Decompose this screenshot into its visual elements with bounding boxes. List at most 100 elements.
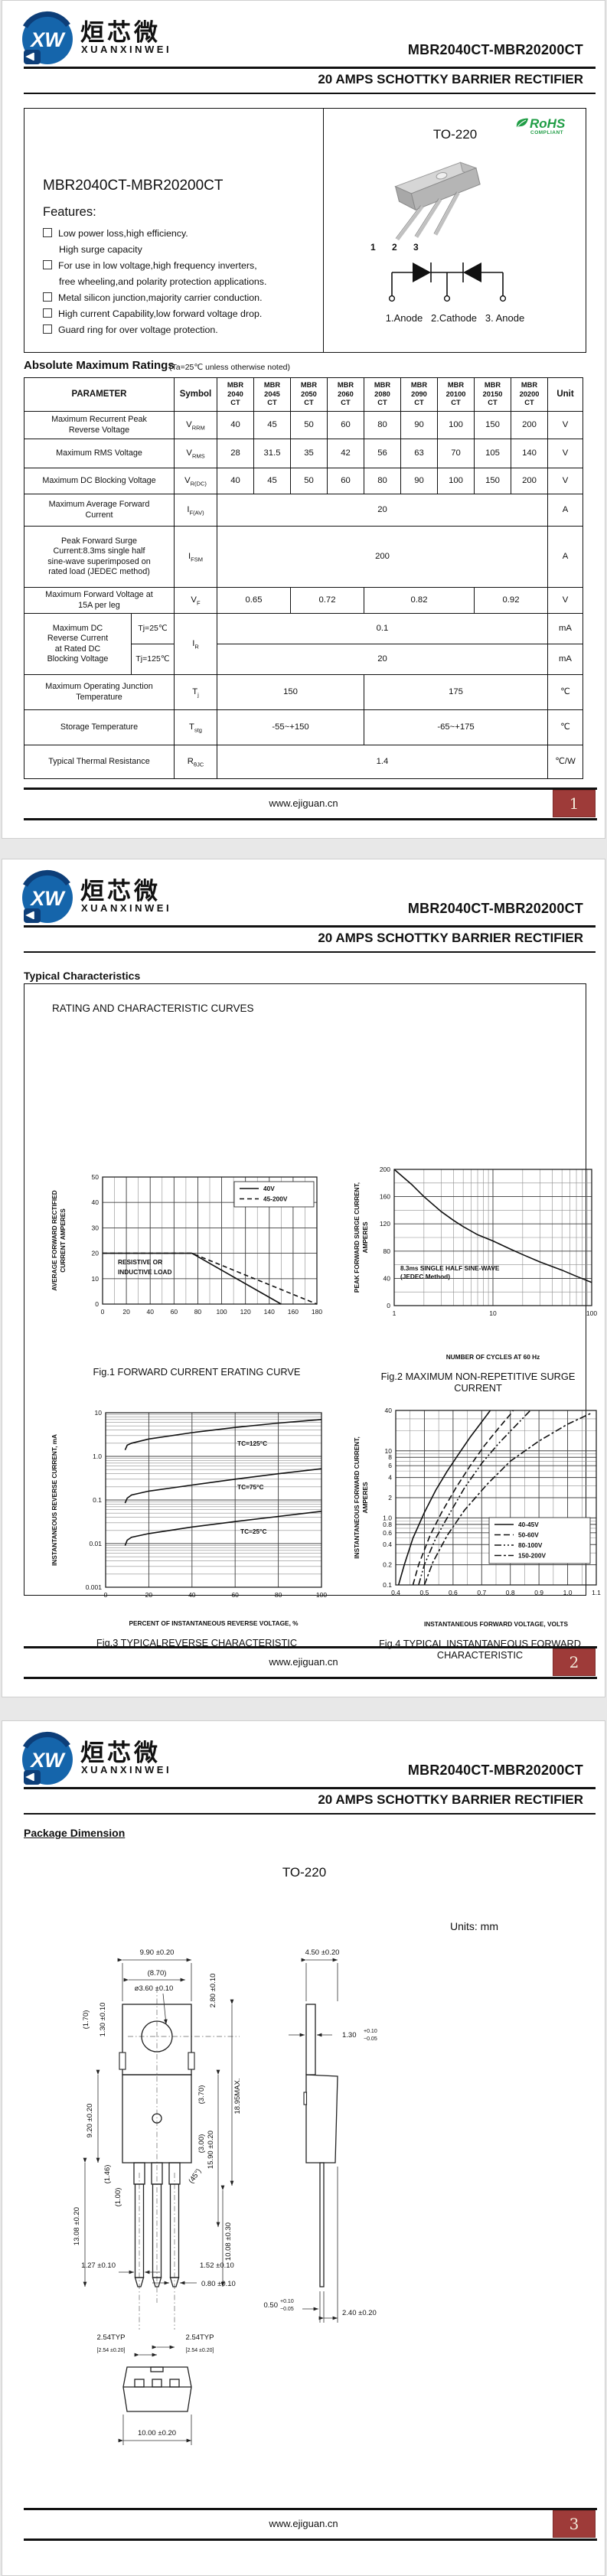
legend-label: 150-200V <box>518 1552 546 1560</box>
series-line <box>412 1410 514 1586</box>
fig2-chart: 1 10 100 0 40 80 120 160 200 8.3ms SINGLE HALF SI… <box>353 1166 597 1361</box>
overview-box: MBR2040CT-MBR20200CT Features: Low power… <box>24 108 586 353</box>
x-tick-label: 100 <box>216 1308 227 1316</box>
features-title: Features: <box>43 205 96 219</box>
rohs-compliant-text: COMPLIANT <box>530 130 564 135</box>
package-dimension-title: Package Dimension <box>24 1827 126 1839</box>
table-cell: 100 <box>437 468 475 494</box>
y-tick-label: 10 <box>385 1447 393 1455</box>
x-tick-label: 180 <box>312 1308 322 1316</box>
x-axis-label: PERCENT OF INSTANTANEOUS REVERSE VOLTAGE… <box>129 1619 299 1627</box>
x-tick-label: 160 <box>288 1308 299 1316</box>
header-rule <box>24 1787 596 1789</box>
x-tick-label: 0.8 <box>506 1589 515 1596</box>
table-cell: MBR 2050 CT <box>290 377 328 412</box>
plot-border <box>395 1410 597 1586</box>
x-tick-label: 10 <box>489 1309 497 1317</box>
table-cell: VRRM <box>174 411 217 439</box>
box-divider <box>323 109 325 352</box>
table-cell: 0.1 <box>217 613 548 644</box>
logo-english-name: XUANXINWEI <box>81 902 172 914</box>
x-tick-label: 40 <box>146 1308 154 1316</box>
series-line <box>393 1169 592 1283</box>
table-cell: 200 <box>511 468 548 494</box>
table-cell: 70 <box>437 439 475 468</box>
table-cell: 80 <box>364 411 401 439</box>
dim-label: 10.08 ±0.30 <box>224 2222 233 2261</box>
table-cell: 150 <box>474 468 511 494</box>
table-cell: IF(AV) <box>174 494 217 527</box>
series-line <box>124 1419 322 1451</box>
x-tick-label: 0.9 <box>534 1589 543 1596</box>
doc-subtitle: 20 AMPS SCHOTTKY BARRIER RECTIFIER <box>318 1792 583 1807</box>
y-tick-label: 160 <box>380 1193 390 1201</box>
dim-label: 2.40 ±0.20 <box>342 2309 377 2317</box>
table-cell: 42 <box>327 439 364 468</box>
y-tick-label: 6 <box>388 1462 392 1469</box>
table-cell: Maximum Recurrent Peak Reverse Voltage <box>24 411 175 439</box>
dim-label: [2.54 ±0.20] <box>97 2348 126 2353</box>
dim-label: (8.70) <box>148 1969 167 1978</box>
table-cell: ℃ <box>547 674 583 710</box>
y-tick-label: 0.4 <box>383 1541 392 1548</box>
y-axis-label: PEAK FORWARD SURGE CURRENT, <box>353 1182 361 1293</box>
fig2-caption-line2: CURRENT <box>454 1382 502 1394</box>
part-number-title: MBR2040CT-MBR20200CT <box>407 901 583 916</box>
x-axis-label: INSTANTANEOUS FORWARD VOLTAGE, VOLTS <box>424 1620 569 1628</box>
typical-characteristics-title: Typical Characteristics <box>24 970 141 982</box>
company-logo: XW <box>22 1731 73 1785</box>
dim-label: 0.50 <box>264 2301 279 2310</box>
table-cell: 50 <box>290 468 328 494</box>
checkbox-bullet-icon <box>43 292 52 302</box>
table-cell: Storage Temperature <box>24 709 175 745</box>
footer-rule <box>24 818 597 820</box>
dim-tolerance: −0.05 <box>280 2307 294 2312</box>
y-tick-label: 30 <box>92 1224 100 1231</box>
checkbox-bullet-icon <box>43 260 52 269</box>
footer-rule <box>24 2508 597 2510</box>
x-tick-label: 1.1 <box>592 1589 601 1596</box>
x-tick-label: 20 <box>122 1308 130 1316</box>
part-number-title: MBR2040CT-MBR20200CT <box>407 42 583 57</box>
plot-border <box>393 1169 592 1306</box>
y-tick-label: 8 <box>388 1453 392 1461</box>
part-number-title: MBR2040CT-MBR20200CT <box>407 1762 583 1778</box>
table-cell: V <box>547 411 583 439</box>
table-cell: 45 <box>253 411 291 439</box>
y-tick-label: 80 <box>383 1247 391 1255</box>
table-cell: MBR 2040 CT <box>217 377 254 412</box>
dim-label: 9.90 ±0.20 <box>140 1948 175 1957</box>
pin-legend: 1.Anode 2.Cathode 3. Anode <box>385 312 525 324</box>
table-cell: 60 <box>327 411 364 439</box>
table-cell: MBR 20200 CT <box>511 377 548 412</box>
y-tick-label: 0.2 <box>383 1561 392 1569</box>
table-cell: Maximum Average Forward Current <box>24 494 175 527</box>
table-cell: 56 <box>364 439 401 468</box>
series-line <box>418 1410 531 1586</box>
legend-label: 50-60V <box>518 1531 539 1539</box>
company-logo: XW <box>22 11 73 64</box>
table-cell: ℃/W <box>547 745 583 779</box>
x-tick-label: 60 <box>171 1308 178 1316</box>
table-cell: RθJC <box>174 745 217 779</box>
doc-subtitle: 20 AMPS SCHOTTKY BARRIER RECTIFIER <box>318 72 583 86</box>
logo-english-name: XUANXINWEI <box>81 44 172 55</box>
page-number-badge: 3 <box>553 2510 596 2538</box>
fig2-caption: Fig.2 MAXIMUM NON-REPETITIVE SURGE <box>380 1371 576 1382</box>
dim-label: 13.08 ±0.20 <box>73 2207 81 2245</box>
table-cell: V <box>547 587 583 614</box>
table-cell: 90 <box>400 411 438 439</box>
dim-label: 1.27 ±0.10 <box>81 2261 116 2270</box>
footer-rule <box>24 2539 597 2541</box>
table-cell: 80 <box>364 468 401 494</box>
dim-tolerance: −0.05 <box>364 2036 377 2042</box>
footer-rule <box>24 787 597 790</box>
legend-label: 40V <box>263 1185 275 1192</box>
y-tick-label: 0.01 <box>89 1540 102 1547</box>
table-cell: 20 <box>217 494 548 527</box>
x-tick-label: 140 <box>264 1308 275 1316</box>
x-tick-label: 120 <box>240 1308 251 1316</box>
chart-annotation: 8.3ms SINGLE HALF SINE-WAVE <box>400 1264 500 1272</box>
feature-item: Low power loss,high efficiency. <box>43 228 266 244</box>
footer-url: www.ejiguan.cn <box>269 2518 338 2529</box>
